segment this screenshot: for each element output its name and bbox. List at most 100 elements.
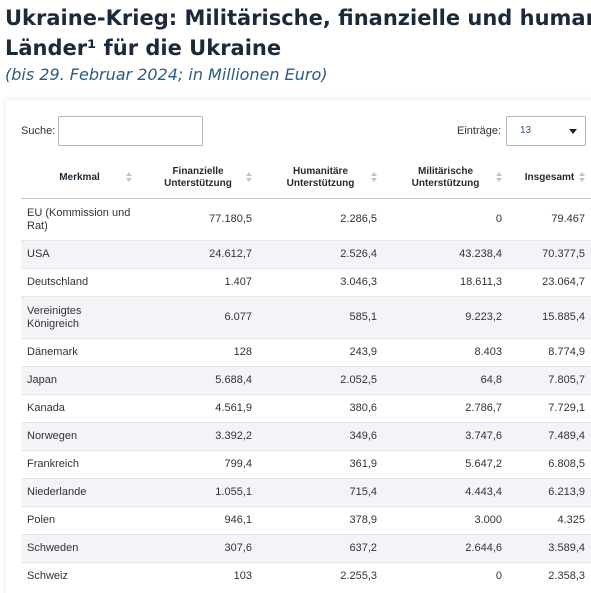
cell-insgesamt: 7.489,4 <box>508 422 591 451</box>
table-row: Frankreich 799,4 361,9 5.647,2 6.808,5 <box>21 450 591 479</box>
column-header-label: Militärische Unterstützung <box>411 166 480 189</box>
cell-militaerische: 0 <box>383 562 508 590</box>
entries-select[interactable]: 13 <box>506 116 586 146</box>
cell-merkmal: Dänemark <box>21 338 138 367</box>
cell-finanzielle: 24.612,7 <box>138 240 258 269</box>
table-row: Niederlande 1.055,1 715,4 4.443,4 6.213,… <box>21 478 591 507</box>
cell-finanzielle: 4.561,9 <box>138 394 258 423</box>
cell-merkmal: Deutschland <box>21 268 138 297</box>
column-header-label: Merkmal <box>59 171 100 183</box>
column-header-humanitaere[interactable]: Humanitäre Unterstützung <box>258 158 383 199</box>
column-header-merkmal[interactable]: Merkmal <box>21 158 138 199</box>
sort-icon <box>579 172 585 184</box>
table-row: Japan 5.688,4 2.052,5 64,8 7.805,7 <box>21 366 591 395</box>
cell-militaerische: 18.611,3 <box>383 268 508 297</box>
cell-humanitaere: 585,1 <box>258 296 383 339</box>
data-table: Merkmal Finanzielle Unterstützung Humani… <box>21 158 591 590</box>
cell-militaerische: 9.223,2 <box>383 296 508 339</box>
table-row: EU (Kommission und Rat) 77.180,5 2.286,5… <box>21 198 591 241</box>
cell-finanzielle: 1.055,1 <box>138 478 258 507</box>
cell-militaerische: 2.644,6 <box>383 534 508 563</box>
cell-finanzielle: 103 <box>138 562 258 590</box>
cell-finanzielle: 3.392,2 <box>138 422 258 451</box>
cell-humanitaere: 380,6 <box>258 394 383 423</box>
sort-icon <box>496 172 502 184</box>
cell-humanitaere: 349,6 <box>258 422 383 451</box>
cell-merkmal: Frankreich <box>21 450 138 479</box>
table-row: Vereinigtes Königreich 6.077 585,1 9.223… <box>21 296 591 339</box>
cell-militaerische: 8.403 <box>383 338 508 367</box>
table-row: Kanada 4.561,9 380,6 2.786,7 7.729,1 <box>21 394 591 423</box>
cell-humanitaere: 2.526,4 <box>258 240 383 269</box>
table-row: Norwegen 3.392,2 349,6 3.747,6 7.489,4 <box>21 422 591 451</box>
cell-militaerische: 4.443,4 <box>383 478 508 507</box>
table-row: Polen 946,1 378,9 3.000 4.325 <box>21 506 591 535</box>
column-header-label: Humanitäre Unterstützung <box>286 166 355 189</box>
table-row: Schweiz 103 2.255,3 0 2.358,3 <box>21 562 591 590</box>
table-row: Deutschland 1.407 3.046,3 18.611,3 23.06… <box>21 268 591 297</box>
cell-humanitaere: 2.255,3 <box>258 562 383 590</box>
table-panel: Suche: Einträge: 13 Merkmal Finanzielle … <box>6 100 591 593</box>
cell-merkmal: EU (Kommission und Rat) <box>21 198 138 241</box>
entries-label: Einträge: <box>457 125 502 137</box>
cell-militaerische: 5.647,2 <box>383 450 508 479</box>
cell-finanzielle: 946,1 <box>138 506 258 535</box>
cell-insgesamt: 2.358,3 <box>508 562 591 590</box>
cell-finanzielle: 1.407 <box>138 268 258 297</box>
cell-humanitaere: 637,2 <box>258 534 383 563</box>
cell-finanzielle: 6.077 <box>138 296 258 339</box>
cell-insgesamt: 79.467 <box>508 198 591 241</box>
search-input[interactable] <box>58 116 203 146</box>
cell-humanitaere: 715,4 <box>258 478 383 507</box>
sort-icon <box>246 172 252 184</box>
entries-select-value: 13 <box>520 125 532 136</box>
page-title: Ukraine-Krieg: Militärische, finanzielle… <box>5 3 591 63</box>
cell-insgesamt: 8.774,9 <box>508 338 591 367</box>
cell-insgesamt: 23.064,7 <box>508 268 591 297</box>
cell-finanzielle: 799,4 <box>138 450 258 479</box>
cell-insgesamt: 6.808,5 <box>508 450 591 479</box>
cell-insgesamt: 7.805,7 <box>508 366 591 395</box>
chevron-down-icon <box>569 129 577 134</box>
cell-merkmal: USA <box>21 240 138 269</box>
search-label: Suche: <box>21 125 56 137</box>
cell-insgesamt: 7.729,1 <box>508 394 591 423</box>
cell-militaerische: 64,8 <box>383 366 508 395</box>
cell-militaerische: 3.747,6 <box>383 422 508 451</box>
column-header-label: Insgesamt <box>524 171 575 183</box>
cell-merkmal: Polen <box>21 506 138 535</box>
cell-insgesamt: 70.377,5 <box>508 240 591 269</box>
cell-militaerische: 3.000 <box>383 506 508 535</box>
cell-merkmal: Japan <box>21 366 138 395</box>
cell-merkmal: Schweiz <box>21 562 138 590</box>
cell-finanzielle: 128 <box>138 338 258 367</box>
sort-icon <box>126 172 132 184</box>
column-header-finanzielle[interactable]: Finanzielle Unterstützung <box>138 158 258 199</box>
cell-humanitaere: 243,9 <box>258 338 383 367</box>
title-line-2: Länder¹ für die Ukraine <box>5 36 282 60</box>
cell-militaerische: 2.786,7 <box>383 394 508 423</box>
cell-merkmal: Niederlande <box>21 478 138 507</box>
cell-finanzielle: 307,6 <box>138 534 258 563</box>
cell-finanzielle: 5.688,4 <box>138 366 258 395</box>
cell-militaerische: 0 <box>383 198 508 241</box>
cell-humanitaere: 361,9 <box>258 450 383 479</box>
column-header-militaerische[interactable]: Militärische Unterstützung <box>383 158 508 199</box>
cell-insgesamt: 3.589,4 <box>508 534 591 563</box>
page-subtitle: (bis 29. Februar 2024; in Millionen Euro… <box>5 65 328 84</box>
cell-humanitaere: 2.052,5 <box>258 366 383 395</box>
table-row: Schweden 307,6 637,2 2.644,6 3.589,4 <box>21 534 591 563</box>
table-row: Dänemark 128 243,9 8.403 8.774,9 <box>21 338 591 367</box>
cell-militaerische: 43.238,4 <box>383 240 508 269</box>
table-header-row: Merkmal Finanzielle Unterstützung Humani… <box>21 158 591 199</box>
cell-merkmal: Vereinigtes Königreich <box>21 296 138 339</box>
column-header-insgesamt[interactable]: Insgesamt <box>508 158 591 199</box>
cell-merkmal: Norwegen <box>21 422 138 451</box>
cell-merkmal: Kanada <box>21 394 138 423</box>
cell-humanitaere: 2.286,5 <box>258 198 383 241</box>
table-row: USA 24.612,7 2.526,4 43.238,4 70.377,5 <box>21 240 591 269</box>
column-header-label: Finanzielle Unterstützung <box>164 166 232 189</box>
cell-merkmal: Schweden <box>21 534 138 563</box>
cell-insgesamt: 15.885,4 <box>508 296 591 339</box>
